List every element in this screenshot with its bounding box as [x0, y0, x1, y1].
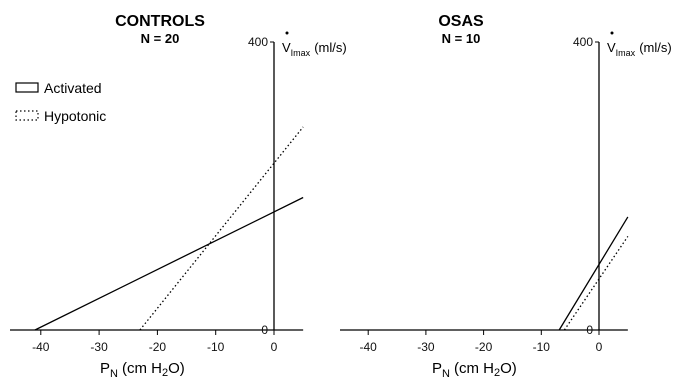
panel-controls: CONTROLS N = 20 VImax (ml/s) Activated Hy… — [15, 13, 347, 380]
plot-panel-osas: -40 -30 -20 -10 00 400 — [340, 35, 629, 354]
legend-label-activated: Activated — [44, 80, 102, 96]
svg-text:PN(cm H2O): PN (cm H2O) — [100, 360, 185, 380]
x-tick-label: -10 — [533, 340, 551, 354]
x-axis-label-p: P — [100, 360, 110, 377]
x-axis-label-unit-close: O) — [500, 360, 517, 377]
x-tick-label: -30 — [417, 340, 435, 354]
series-line-hypotonic — [139, 126, 304, 331]
x-axis-label-sub2: 2 — [162, 367, 168, 379]
y-axis-label-unit: (ml/s) — [314, 40, 347, 55]
x-axis-label-sub: N — [110, 368, 118, 380]
x-axis-label-unit: (cm H — [454, 360, 494, 377]
y-axis-label: VImax (ml/s) — [282, 31, 347, 58]
series-line-hypotonic — [563, 236, 629, 331]
series-line-activated — [558, 216, 629, 331]
svg-text:PN(cm H2O): PN (cm H2O) — [432, 360, 517, 380]
panel-osas: OSAS N = 10 VImax (ml/s) PN (cm H2O) — [432, 13, 672, 380]
plot-panel-controls: -40 -30 -20 -10 00 400 — [10, 35, 304, 354]
legend: Activated Hypotonic — [15, 80, 106, 124]
y-tick-label: 0 — [261, 323, 268, 337]
svg-text:VImax(ml/s): VImax (ml/s) — [282, 40, 347, 58]
legend-item-activated: Activated — [15, 80, 102, 96]
y-axis-label-dot — [610, 31, 614, 35]
x-axis-label-sub: N — [442, 368, 450, 380]
x-tick-label: -40 — [32, 340, 50, 354]
x-tick-label: -20 — [149, 340, 167, 354]
x-axis-label-unit: (cm H — [122, 360, 162, 377]
y-axis-label-v: V — [282, 40, 291, 55]
y-axis-label-sub: Imax — [291, 48, 311, 58]
panel-title: OSAS — [438, 13, 484, 30]
y-tick-label: 0 — [586, 323, 593, 337]
y-tick-label: 400 — [573, 35, 593, 49]
x-tick-label: -30 — [90, 340, 108, 354]
y-axis-label-sub: Imax — [616, 48, 636, 58]
x-axis-label-sub2: 2 — [494, 367, 500, 379]
x-axis-label: PN (cm H2O) — [432, 360, 517, 380]
panel-title: CONTROLS — [115, 13, 205, 30]
x-tick-label: 0 — [271, 340, 278, 354]
legend-item-hypotonic: Hypotonic — [15, 108, 106, 124]
y-axis-label: VImax (ml/s) — [607, 31, 672, 58]
legend-swatch-hypotonic — [15, 110, 39, 121]
legend-swatch-activated — [15, 82, 39, 93]
x-tick-label: -20 — [475, 340, 493, 354]
legend-label-hypotonic: Hypotonic — [44, 108, 106, 124]
y-axis-label-v: V — [607, 40, 616, 55]
x-axis-label-p: P — [432, 360, 442, 377]
svg-text:VImax(ml/s): VImax (ml/s) — [607, 40, 672, 58]
x-axis-label-unit-close: O) — [168, 360, 185, 377]
x-tick-label: -10 — [207, 340, 225, 354]
x-tick-label: -40 — [360, 340, 378, 354]
y-axis-label-dot — [285, 31, 289, 35]
y-tick-label: 400 — [248, 35, 268, 49]
series-line-activated — [34, 196, 304, 331]
y-axis-label-unit: (ml/s) — [639, 40, 672, 55]
panel-subtitle: N = 10 — [442, 31, 481, 46]
x-tick-label: 0 — [596, 340, 603, 354]
x-axis-label: PN (cm H2O) — [100, 360, 185, 380]
panel-subtitle: N = 20 — [141, 31, 180, 46]
